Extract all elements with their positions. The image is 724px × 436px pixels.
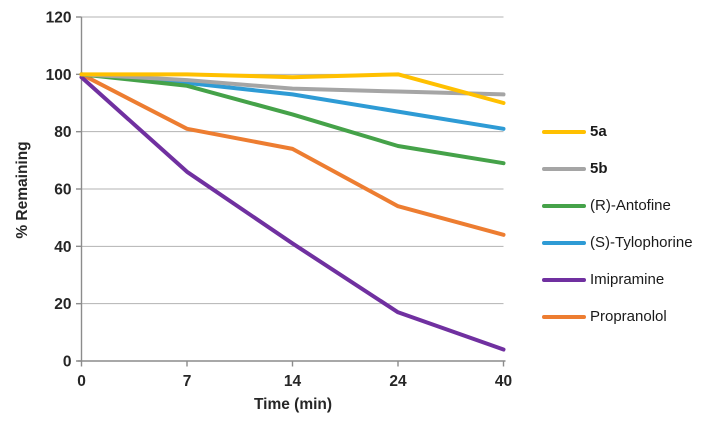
x-tick-label: 7: [183, 373, 192, 390]
legend-label: (S)-Tylophorine: [590, 234, 693, 251]
legend-item-5a: 5a: [542, 121, 693, 142]
legend-line-swatch: [542, 203, 586, 208]
y-tick-label: 40: [54, 239, 71, 256]
y-tick-label: 100: [46, 67, 72, 84]
legend-label: 5a: [590, 123, 607, 140]
legend-label: 5b: [590, 160, 608, 177]
y-tick-label: 60: [54, 182, 71, 199]
x-tick-label: 0: [77, 373, 86, 390]
y-tick-label: 80: [54, 124, 71, 141]
legend-label: Propranolol: [590, 308, 667, 325]
legend-item-s-tylophorine: (S)-Tylophorine: [542, 232, 693, 253]
legend-item-5b: 5b: [542, 158, 693, 179]
legend-item-r-antofine: (R)-Antofine: [542, 195, 693, 216]
y-tick-label: 0: [63, 354, 72, 371]
legend-line-swatch: [542, 166, 586, 171]
x-tick-label: 14: [284, 373, 302, 390]
legend-line-swatch: [542, 240, 586, 245]
x-tick-label: 40: [495, 373, 512, 390]
series-line-propranolol: [79, 72, 506, 237]
series-line-imipramine: [79, 75, 506, 352]
y-tick-label: 20: [54, 296, 71, 313]
legend-label: (R)-Antofine: [590, 197, 671, 214]
x-axis-title: Time (min): [253, 396, 333, 413]
y-axis-title: % Remaining: [14, 141, 31, 239]
series-line-5b: [79, 72, 506, 97]
legend-label: Imipramine: [590, 271, 665, 288]
x-tick-label: 24: [389, 373, 407, 390]
series-line-r-antofine: [79, 72, 506, 166]
legend-item-imipramine: Imipramine: [542, 269, 693, 290]
y-tick-label: 120: [46, 10, 72, 27]
legend-line-swatch: [542, 314, 586, 319]
legend-line-swatch: [542, 129, 586, 134]
legend-item-propranolol: Propranolol: [542, 306, 693, 327]
legend-line-swatch: [542, 277, 586, 282]
series-line-5a: [79, 72, 506, 105]
chart-legend: 5a 5b (R)-Antofine (S)-Tylophorine Imipramin…: [542, 121, 693, 327]
